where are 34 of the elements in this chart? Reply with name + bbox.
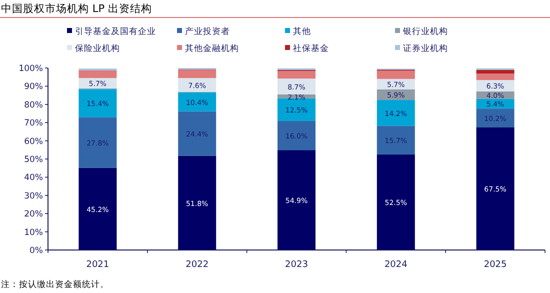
legend-label: 银行业机构 xyxy=(402,26,448,37)
y-tick-label: 40% xyxy=(24,173,43,184)
x-tick-label: 2022 xyxy=(186,260,209,270)
legend-item: 保险业机构 xyxy=(67,44,120,54)
legend-item: 引导基金及国有企业 xyxy=(67,27,156,37)
x-tick-label: 2021 xyxy=(86,260,110,270)
y-tick-label: 30% xyxy=(24,191,43,202)
y-tick-label: 0% xyxy=(30,246,43,256)
legend-label: 引导基金及国有企业 xyxy=(75,26,156,37)
y-tick-label: 20% xyxy=(24,210,43,220)
legend-item: 产业投资者 xyxy=(177,27,230,37)
y-tick-label: 100% xyxy=(18,64,43,74)
legend-label: 其他 xyxy=(293,26,311,37)
y-tick-label: 70% xyxy=(24,118,43,129)
legend-item: 其他 xyxy=(285,27,311,37)
y-tick-label: 80% xyxy=(24,100,43,110)
y-tick-label: 10% xyxy=(24,228,43,238)
x-tick-label: 2024 xyxy=(384,260,408,270)
x-tick-label: 2025 xyxy=(484,260,507,270)
x-tick-label: 2023 xyxy=(285,260,308,270)
legend-label: 保险业机构 xyxy=(75,43,120,54)
legend-label: 产业投资者 xyxy=(185,26,230,37)
chart-title: 中国股权市场机构 LP 出资结构 xyxy=(1,2,152,15)
legend-item: 证券业机构 xyxy=(395,44,448,54)
legend-label: 社保基金 xyxy=(293,43,329,54)
y-tick-label: 50% xyxy=(24,155,43,165)
text: 注：按认缴出资金额统计。 xyxy=(1,279,109,290)
y-tick-label: 90% xyxy=(24,82,43,92)
y-tick-label: 60% xyxy=(24,136,43,147)
legend-item: 社保基金 xyxy=(285,44,329,54)
legend-item: 其他金融机构 xyxy=(177,44,239,54)
legend-label: 证券业机构 xyxy=(403,43,448,54)
legend-label: 其他金融机构 xyxy=(185,43,239,54)
legend-item: 银行业机构 xyxy=(395,27,448,37)
